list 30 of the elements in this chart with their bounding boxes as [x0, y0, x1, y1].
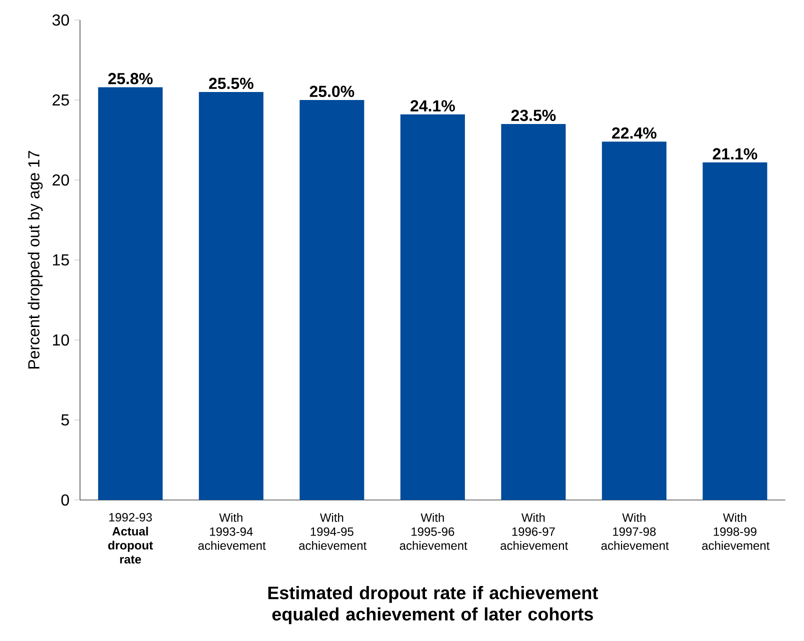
- data-label: 21.1%: [712, 148, 758, 160]
- x-tick-label: With 1995-96 achievement: [400, 512, 468, 550]
- y-tick-label: 5: [61, 414, 69, 426]
- bar: [602, 141, 666, 500]
- x-tick-label: With 1998-99 achievement: [702, 512, 770, 550]
- bar: [198, 92, 264, 500]
- x-tick-label: With 1996-97 achievement: [500, 512, 568, 550]
- x-tick-label: 1992-93 Actual dropout rate: [108, 512, 153, 564]
- data-label: 25.8%: [108, 72, 153, 84]
- bar: [400, 114, 465, 500]
- bar: [501, 124, 566, 500]
- y-tick-label: 30: [52, 14, 69, 26]
- y-tick-label: 15: [53, 254, 69, 266]
- x-tick-label: With 1994-95 achievement: [299, 512, 367, 550]
- y-tick-label: 20: [52, 174, 69, 186]
- bar: [300, 100, 364, 500]
- x-tick-label: With 1993-94 achievement: [198, 512, 266, 550]
- data-label: 25.0%: [310, 86, 354, 97]
- y-tick-label: 10: [53, 334, 69, 346]
- x-tick-label: With 1997-98 achievement: [601, 512, 669, 550]
- y-tick-label: 0: [61, 494, 69, 506]
- bar: [98, 87, 163, 500]
- y-tick-label: 25: [52, 94, 69, 106]
- data-label: 23.5%: [511, 110, 556, 121]
- data-label: 24.1%: [410, 100, 455, 112]
- x-axis-title: Estimated dropout rate if achievement equaled achievement of later cohorts: [268, 586, 598, 624]
- data-label: 25.5%: [209, 78, 254, 89]
- bar: [702, 162, 768, 500]
- data-label: 22.4%: [612, 127, 656, 138]
- y-axis-title: Percent dropped out by age 17: [28, 150, 43, 368]
